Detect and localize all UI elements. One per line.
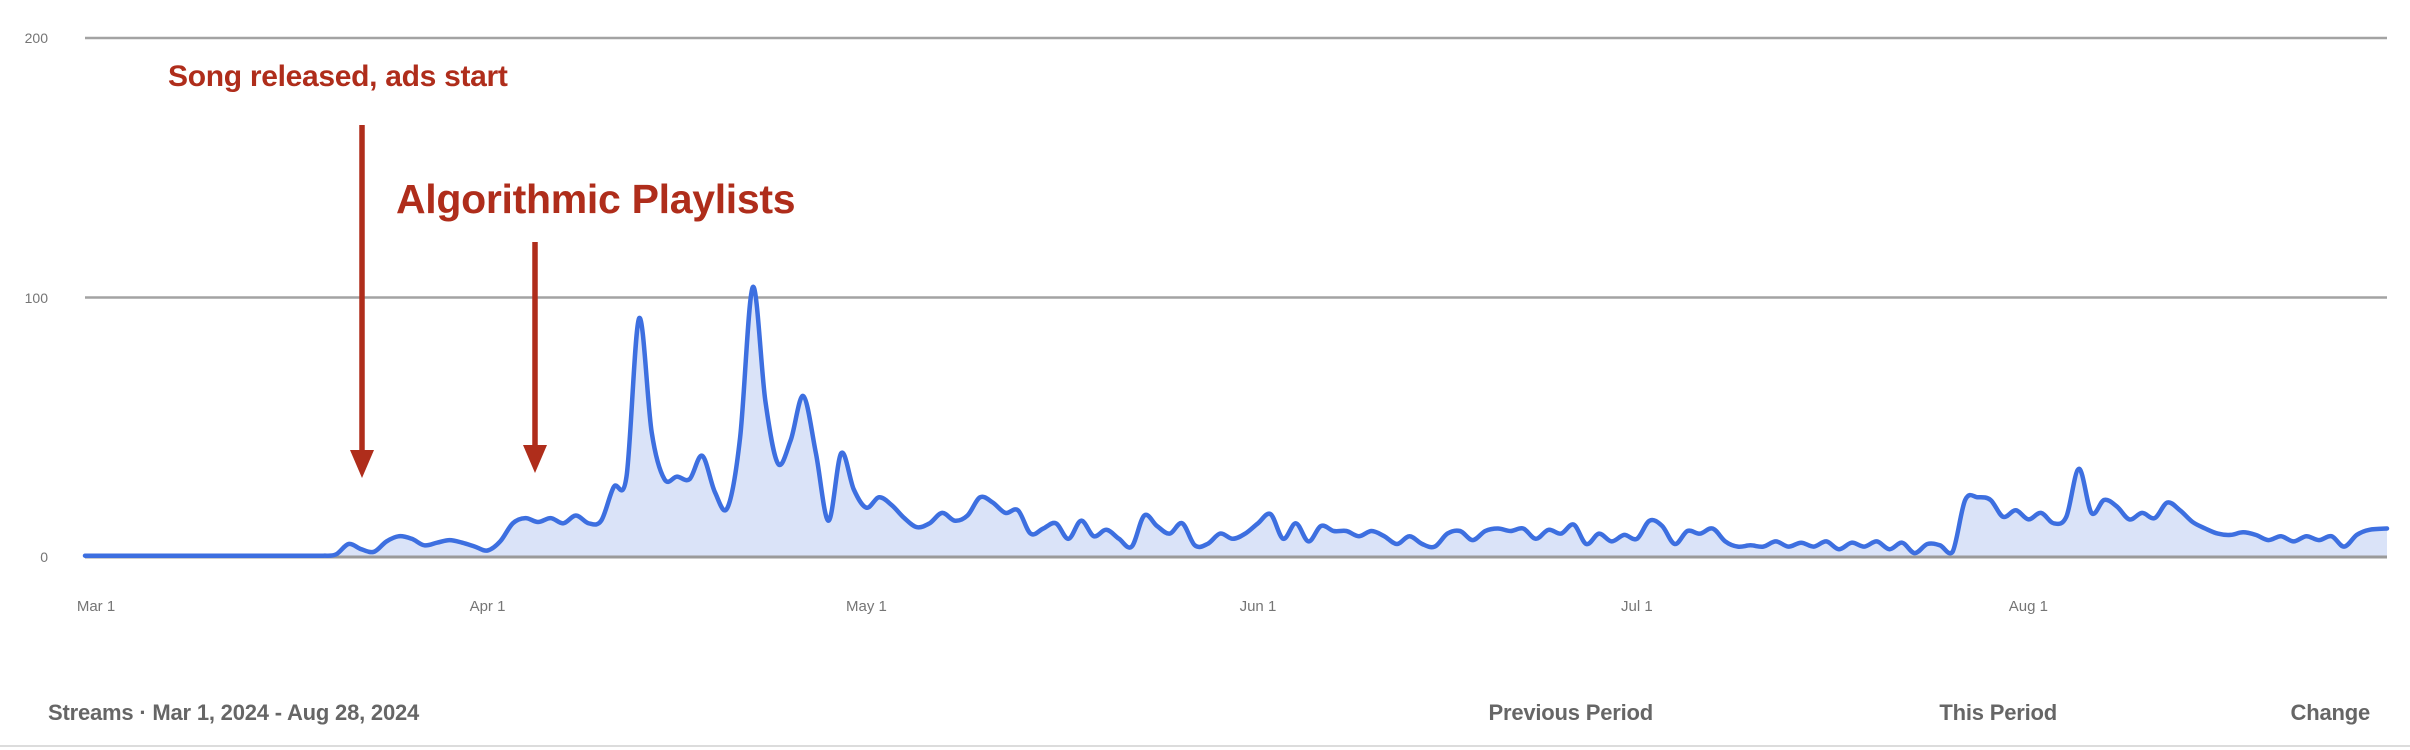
annotation-arrow-head-1	[523, 445, 547, 473]
x-tick-label-May-1: May 1	[845, 598, 887, 615]
streams-line	[82, 284, 2390, 559]
annotation-arrow-head-0	[350, 450, 374, 478]
y-tick-label-100: 100	[24, 289, 48, 306]
streams-area-fill	[85, 286, 2387, 557]
x-tick-label-Jul-1: Jul 1	[1621, 598, 1653, 615]
x-tick-label-Jun-1: Jun 1	[1239, 598, 1277, 615]
y-tick-label-0: 0	[40, 549, 48, 565]
y-tick-label-200: 200	[24, 30, 48, 46]
streams-area-chart: 0 100 200 Mar 1 Apr 1 May 1 Jun 1 Jul 1 Aug 1 S…	[24, 30, 2390, 615]
annotation-song-released: Song released, ads start	[168, 60, 508, 93]
footer-summary-label: Streams · Mar 1, 2024 - Aug 28, 2024	[48, 700, 420, 725]
footer-divider	[0, 745, 2410, 747]
footer-this-period-label: This Period	[1939, 700, 2057, 725]
x-tick-label-Apr-1: Apr 1	[469, 598, 506, 615]
x-tick-label-Aug-1: Aug 1	[2008, 598, 2048, 615]
chart-footer: Streams · Mar 1, 2024 - Aug 28, 2024 Pre…	[0, 662, 2410, 750]
chart-canvas	[82, 36, 2390, 559]
footer-change-label: Change	[2290, 700, 2371, 725]
footer-previous-period-label: Previous Period	[1488, 700, 1653, 725]
annotation-algorithmic-playlists: Algorithmic Playlists	[396, 176, 796, 222]
x-tick-label-Mar-1: Mar 1	[76, 598, 116, 615]
